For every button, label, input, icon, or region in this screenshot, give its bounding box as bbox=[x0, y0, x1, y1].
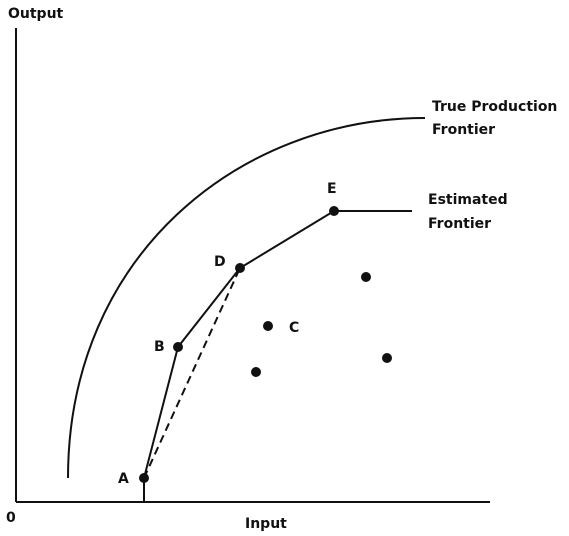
point bbox=[361, 272, 371, 282]
curve-label: Estimated bbox=[428, 192, 508, 208]
point bbox=[173, 342, 183, 352]
x-axis-label: Input bbox=[245, 516, 287, 532]
dashed-line bbox=[143, 267, 241, 479]
curve-label: True Production bbox=[432, 99, 557, 115]
point bbox=[263, 321, 273, 331]
point-label: A bbox=[118, 471, 129, 487]
curve-label: Frontier bbox=[432, 122, 495, 138]
point-label: E bbox=[327, 181, 337, 197]
point-label: D bbox=[214, 254, 226, 270]
estimated-frontier bbox=[143, 210, 412, 479]
point bbox=[251, 367, 261, 377]
point bbox=[329, 206, 339, 216]
point bbox=[139, 473, 149, 483]
curve-label: Frontier bbox=[428, 216, 491, 232]
point-label: C bbox=[289, 320, 299, 336]
point-label: B bbox=[154, 339, 165, 355]
point bbox=[235, 263, 245, 273]
true-frontier bbox=[67, 117, 426, 479]
point bbox=[382, 353, 392, 363]
y-axis-label: Output bbox=[8, 6, 64, 22]
origin-label: 0 bbox=[6, 510, 16, 526]
